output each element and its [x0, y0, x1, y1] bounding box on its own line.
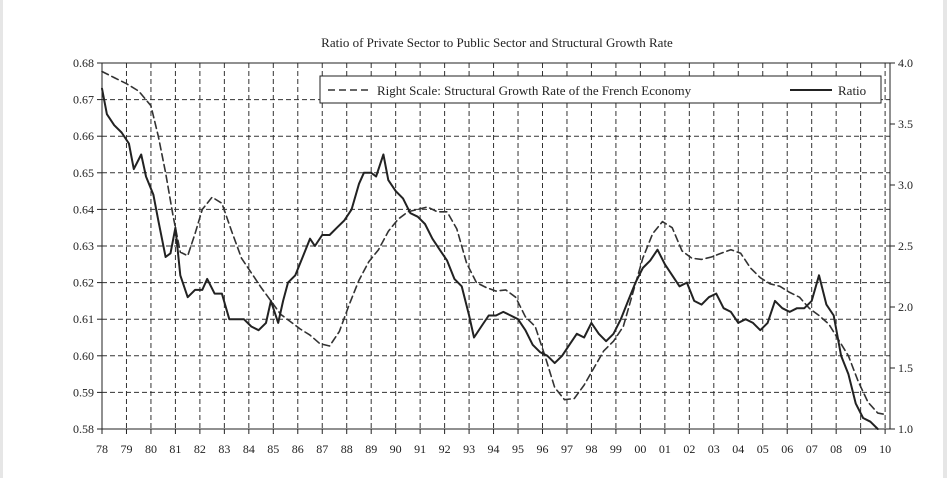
x-tick-label: 78	[96, 442, 108, 456]
series-layer	[101, 70, 886, 430]
x-tick-label: 00	[634, 442, 646, 456]
x-tick-label: 05	[757, 442, 769, 456]
legend: Right Scale: Structural Growth Rate of t…	[319, 75, 882, 104]
chart-title: Ratio of Private Sector to Public Sector…	[321, 35, 673, 50]
x-tick-label: 01	[659, 442, 671, 456]
right-y-tick-label: 3.0	[898, 178, 913, 192]
right-y-tick-label: 2.0	[898, 300, 913, 314]
right-y-tick-label: 2.5	[898, 239, 913, 253]
x-tick-label: 10	[879, 442, 891, 456]
left-y-tick-label: 0.60	[73, 349, 94, 363]
chart-grid	[101, 62, 890, 430]
x-tick-label: 88	[341, 442, 353, 456]
left-frame-edge	[0, 0, 3, 478]
x-tick-label: 02	[683, 442, 695, 456]
growth-rate-series-line	[101, 70, 886, 416]
x-tick-label: 94	[488, 442, 500, 456]
x-tick-label: 85	[267, 442, 279, 456]
x-tick-label: 83	[218, 442, 230, 456]
x-axis: 78 79 80 81 82 83 84 85 86 87 88 89 90 91 92 93 94 95 96 97…	[96, 429, 891, 456]
x-tick-label: 03	[708, 442, 720, 456]
right-y-tick-label: 1.5	[898, 361, 913, 375]
x-tick-label: 86	[292, 442, 304, 456]
right-y-tick-label: 4.0	[898, 56, 913, 70]
x-tick-label: 87	[316, 442, 328, 456]
x-tick-label: 81	[169, 442, 181, 456]
left-y-tick-label: 0.64	[73, 202, 94, 216]
right-y-tick-label: 3.5	[898, 117, 913, 131]
x-tick-label: 79	[120, 442, 132, 456]
left-y-tick-label: 0.58	[73, 422, 94, 436]
x-tick-label: 95	[512, 442, 524, 456]
left-y-tick-label: 0.67	[73, 93, 94, 107]
legend-box	[319, 75, 882, 104]
x-tick-label: 82	[194, 442, 206, 456]
right-frame-edge	[943, 0, 947, 478]
ratio-series-line	[101, 87, 879, 430]
left-y-tick-label: 0.68	[73, 56, 94, 70]
legend-label-ratio: Ratio	[838, 83, 866, 98]
x-tick-label: 08	[830, 442, 842, 456]
x-tick-label: 91	[414, 442, 426, 456]
x-tick-label: 99	[610, 442, 622, 456]
x-tick-label: 97	[561, 442, 573, 456]
x-tick-label: 89	[365, 442, 377, 456]
left-y-tick-label: 0.61	[73, 312, 94, 326]
x-tick-label: 80	[145, 442, 157, 456]
x-tick-label: 90	[390, 442, 402, 456]
x-tick-label: 04	[732, 442, 744, 456]
x-tick-label: 07	[806, 442, 818, 456]
x-tick-label: 92	[439, 442, 451, 456]
x-tick-label: 06	[781, 442, 793, 456]
legend-label-growth-rate: Right Scale: Structural Growth Rate of t…	[377, 83, 692, 98]
x-tick-label: 98	[585, 442, 597, 456]
left-y-tick-label: 0.65	[73, 166, 94, 180]
x-tick-label: 96	[536, 442, 548, 456]
left-y-tick-label: 0.62	[73, 276, 94, 290]
left-y-tick-label: 0.66	[73, 129, 94, 143]
x-tick-label: 09	[855, 442, 867, 456]
left-y-tick-label: 0.63	[73, 239, 94, 253]
left-y-tick-label: 0.59	[73, 385, 94, 399]
right-y-axis: 1.0 1.5 2.0 2.5 3.0 3.5 4.0	[890, 56, 913, 436]
left-y-axis: 0.58 0.59 0.60 0.61 0.62 0.63 0.64 0.65 0.66 0.67…	[73, 56, 102, 436]
x-tick-label: 84	[243, 442, 255, 456]
right-y-tick-label: 1.0	[898, 422, 913, 436]
x-tick-label: 93	[463, 442, 475, 456]
